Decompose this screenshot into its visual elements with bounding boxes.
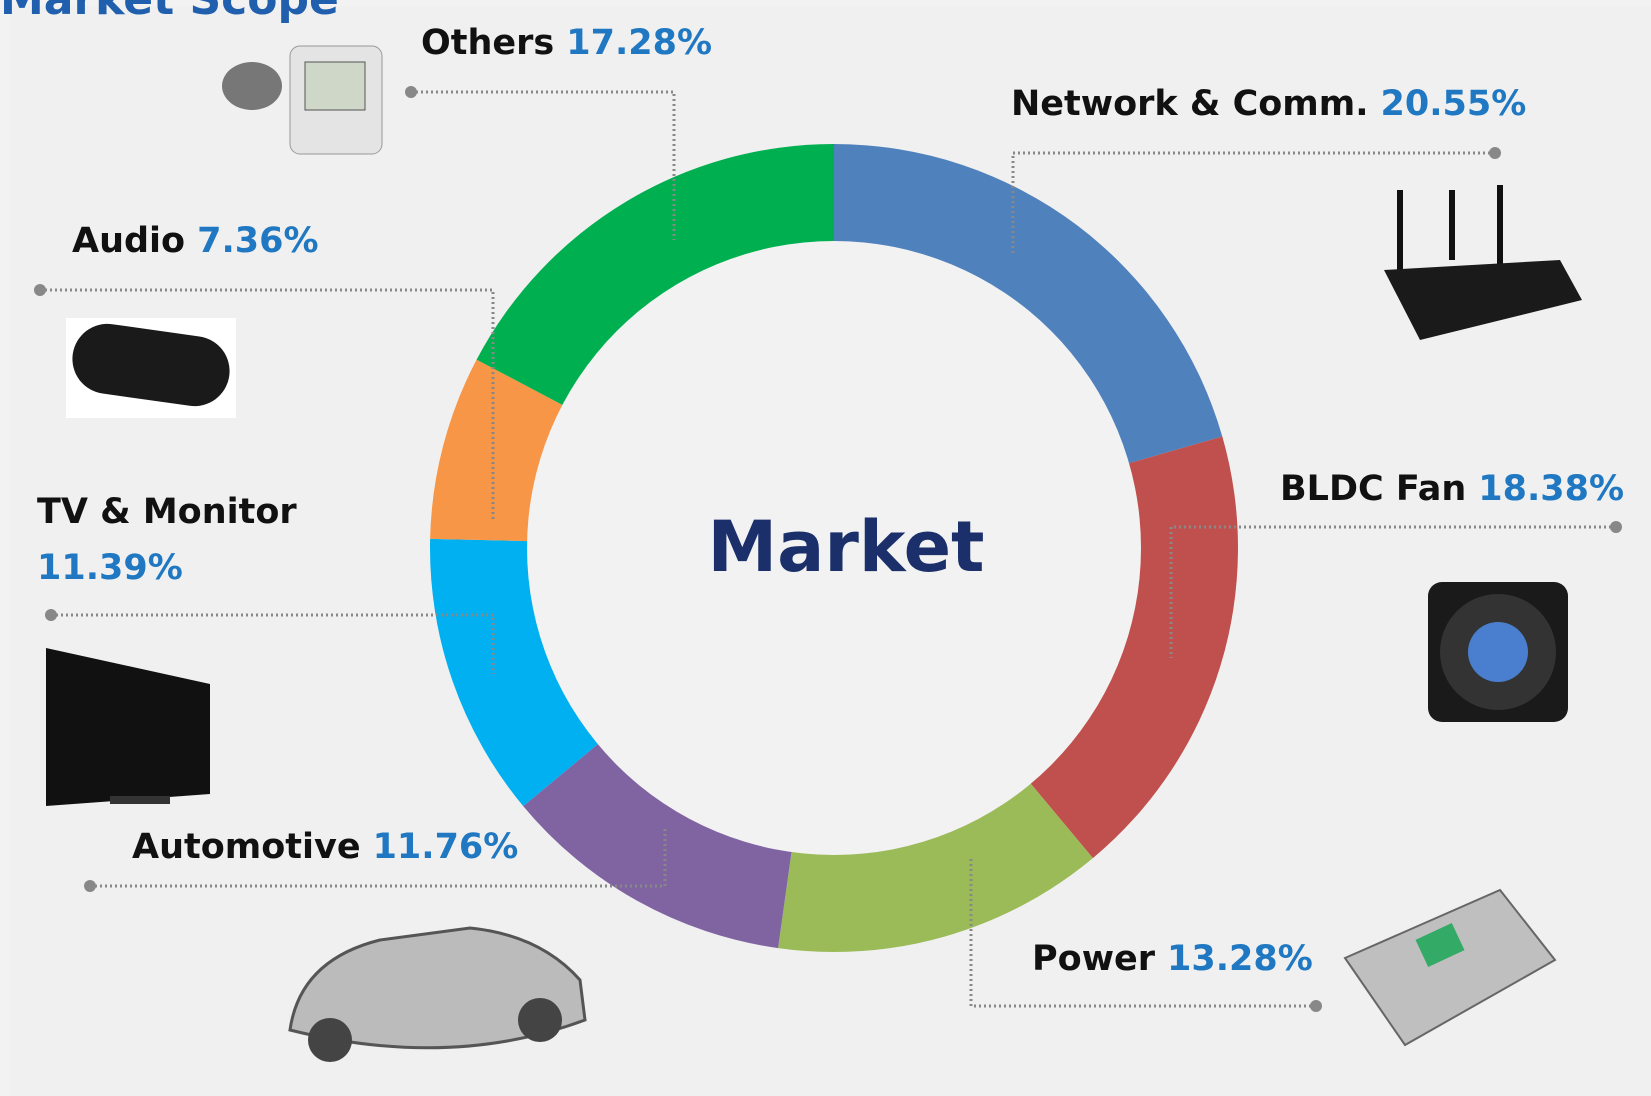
leader-dot	[1610, 521, 1622, 533]
value-label: 7.36%	[197, 221, 318, 261]
center-label: Market	[707, 506, 984, 588]
leader-dot	[1310, 1000, 1322, 1012]
leader-dot	[84, 880, 96, 892]
segment-label: Network & Comm. 20.55%	[1011, 84, 1526, 124]
icon-speaker	[66, 318, 236, 418]
category-name: TV & Monitor	[37, 492, 297, 532]
category-name: Power	[1032, 939, 1156, 979]
value-label: 20.55%	[1381, 84, 1527, 124]
category-name: Network & Comm.	[1011, 84, 1369, 124]
category-name: Automotive	[132, 827, 361, 867]
value-label: 17.28%	[566, 23, 712, 63]
value-label: 11.76%	[373, 827, 519, 867]
chart-title: Market Scope	[0, 0, 339, 25]
category-name: Others	[421, 23, 554, 63]
icon-fan	[1428, 582, 1568, 722]
leader-dot	[34, 284, 46, 296]
leader-dot	[1489, 147, 1501, 159]
leader-dot	[45, 609, 57, 621]
value-label: 18.38%	[1478, 469, 1624, 509]
segment-label: Automotive 11.76%	[132, 827, 518, 867]
chart: Market Scope Market Network & Comm. 20.55…	[0, 0, 1651, 1096]
segment-label: Others 17.28%	[421, 23, 712, 63]
value-label: 13.28%	[1167, 939, 1313, 979]
segment-label: BLDC Fan 18.38%	[1280, 469, 1624, 509]
category-name: Audio	[72, 221, 185, 261]
segment-label: TV & Monitor	[37, 492, 297, 532]
segment-label: Power 13.28%	[1032, 939, 1313, 979]
segment-label: 11.39%	[37, 548, 183, 588]
value-label: 11.39%	[37, 548, 183, 588]
category-name: BLDC Fan	[1280, 469, 1466, 509]
leader-dot	[405, 86, 417, 98]
